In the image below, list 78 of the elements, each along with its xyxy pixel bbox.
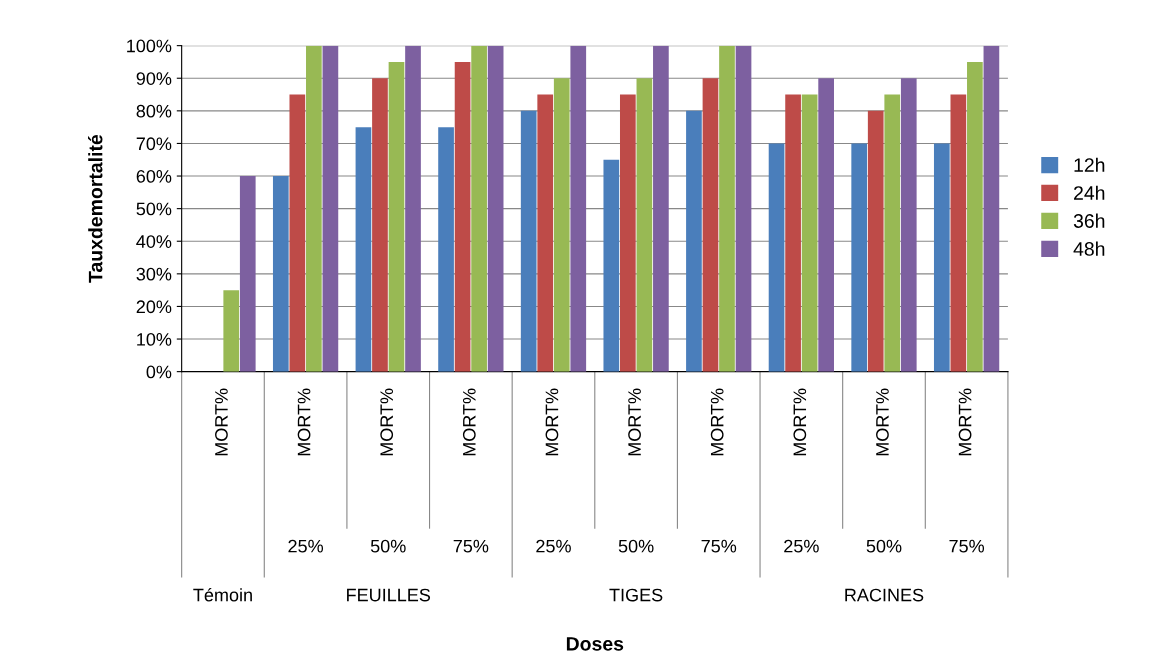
- bar: [306, 45, 322, 372]
- bar: [272, 176, 289, 372]
- text: Doses: [566, 637, 624, 651]
- bar: [967, 61, 983, 372]
- text: 50%: [618, 539, 654, 553]
- bar: [785, 94, 801, 372]
- bar: [900, 78, 917, 372]
- legend-label: 12h: [1074, 157, 1105, 172]
- x-tick-label: MORT%: [462, 388, 476, 456]
- y-tick-label: 40%: [136, 235, 172, 248]
- bar: [818, 78, 834, 372]
- bar: [388, 61, 405, 372]
- bar: [636, 78, 653, 372]
- text: 75%: [453, 539, 489, 553]
- text: RACINES: [845, 588, 924, 602]
- bar: [570, 45, 587, 372]
- x-tick-label: MORT%: [215, 388, 228, 456]
- text: 75%: [701, 539, 737, 553]
- bar: [983, 45, 1000, 372]
- bar: [438, 127, 454, 372]
- y-tick-label: 0%: [146, 365, 172, 379]
- text: 25%: [288, 539, 324, 553]
- x-tick-label: MORT%: [628, 388, 641, 456]
- y-tick-label: 30%: [136, 267, 172, 281]
- x-tick-label: MORT%: [545, 388, 559, 456]
- y-axis-title: Tauxdemortalité: [88, 134, 103, 283]
- bar: [719, 45, 735, 372]
- text: 50%: [370, 539, 406, 553]
- bar: [372, 78, 388, 372]
- y-tick-label: 20%: [136, 300, 172, 314]
- y-tick-label: 70%: [136, 137, 172, 151]
- bar: [537, 94, 554, 372]
- bar: [950, 94, 967, 372]
- bar: [735, 45, 752, 372]
- bar: [619, 94, 636, 372]
- x-tick-label: MORT%: [793, 388, 807, 456]
- text: FEUILLES: [347, 588, 431, 602]
- bar: [223, 290, 240, 372]
- bar: [289, 94, 306, 372]
- x-tick-label: MORT%: [297, 388, 311, 456]
- bar: [487, 45, 504, 372]
- y-tick-label: 90%: [136, 72, 172, 85]
- bar: [801, 94, 818, 372]
- bar: [322, 45, 339, 372]
- bar: [355, 127, 372, 372]
- bar: [553, 78, 570, 372]
- y-tick-label: 80%: [136, 104, 172, 118]
- bar: [454, 61, 471, 372]
- bar: [603, 159, 620, 372]
- bar: [884, 94, 901, 372]
- text: TIGES: [609, 588, 663, 602]
- legend-label: 48h: [1073, 241, 1105, 256]
- x-tick-label: MORT%: [876, 388, 889, 456]
- bar: [471, 45, 487, 372]
- bar: [653, 45, 669, 372]
- y-tick-label: 50%: [136, 202, 172, 216]
- text: 75%: [949, 539, 985, 553]
- y-tick-label: 10%: [137, 332, 172, 346]
- text: 25%: [536, 539, 571, 553]
- y-tick-label: 100%: [127, 39, 172, 53]
- text: 50%: [866, 539, 902, 553]
- bar: [851, 143, 868, 372]
- text: Témoin: [193, 587, 252, 602]
- x-tick-label: MORT%: [380, 388, 394, 456]
- bar: [702, 78, 719, 372]
- bar: [520, 110, 537, 372]
- x-tick-label: MORT%: [958, 388, 972, 456]
- bar: [867, 110, 884, 372]
- text: 25%: [784, 539, 819, 553]
- legend-label: 24h: [1074, 185, 1105, 200]
- bar: [239, 176, 256, 372]
- x-tick-label: MORT%: [710, 388, 724, 456]
- bar: [405, 45, 421, 372]
- bar: [768, 143, 785, 372]
- legend-label: 36h: [1073, 213, 1105, 228]
- bar: [933, 143, 950, 372]
- bar: [686, 110, 702, 372]
- y-tick-label: 60%: [136, 169, 172, 183]
